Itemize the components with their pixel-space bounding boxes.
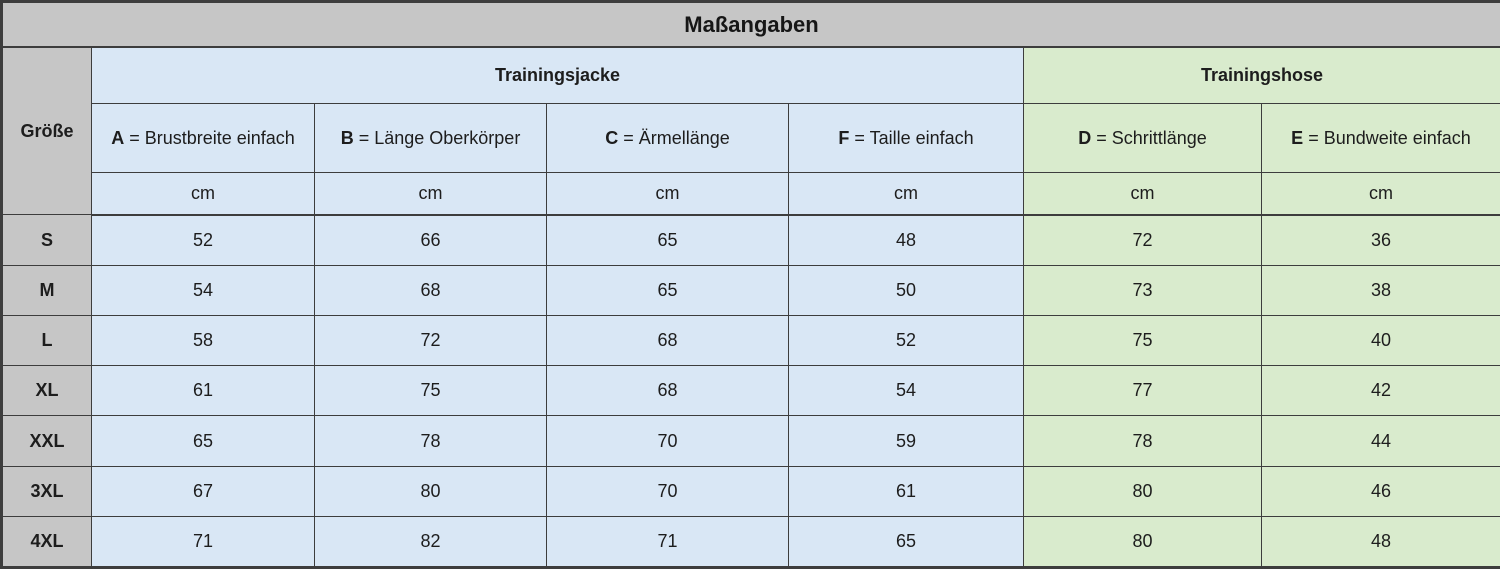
size-cell: M [1,265,92,317]
unit-cell: cm [788,171,1024,216]
table-row-m: M 54 68 65 50 73 38 [1,265,1500,317]
value-cell: 44 [1261,415,1500,467]
value-cell: 82 [314,515,547,569]
size-column-header: Größe [1,46,92,216]
chart-title: Maßangaben [1,1,1500,49]
value-cell: 80 [314,465,547,517]
size-cell: XL [1,365,92,417]
value-cell: 77 [1023,365,1262,417]
unit-row: cm cm cm cm cm cm [2,171,1500,216]
value-cell: 72 [1023,214,1262,267]
measure-label-c: C = Ärmellänge [546,103,789,173]
value-cell: 68 [314,265,547,317]
measure-letter-a: A [111,127,125,148]
value-cell: 50 [788,265,1024,317]
value-cell: 75 [314,365,547,417]
value-cell: 71 [91,515,315,569]
measure-name-b: = Länge Oberkörper [358,127,521,148]
value-cell: 68 [546,315,789,367]
value-cell: 73 [1023,265,1262,317]
value-cell: 38 [1261,265,1500,317]
value-cell: 59 [788,415,1024,467]
group-header-row: Größe Trainingsjacke Trainingshose [1,46,1500,216]
value-cell: 48 [788,214,1024,267]
unit-cell: cm [314,171,547,216]
measure-name-a: = Brustbreite einfach [129,127,295,148]
value-cell: 78 [314,415,547,467]
measure-letter-d: D [1078,127,1092,148]
value-cell: 42 [1261,365,1500,417]
measure-label-a: A = Brustbreite einfach [91,103,315,173]
value-cell: 65 [91,415,315,467]
value-cell: 40 [1261,315,1500,367]
measure-letter-f: F [838,127,850,148]
value-cell: 67 [91,465,315,517]
group-header-trainingsjacke: Trainingsjacke [91,46,1024,105]
value-cell: 52 [788,315,1024,367]
measure-label-row: A = Brustbreite einfach B = Länge Oberkö… [2,103,1500,173]
unit-cell: cm [91,171,315,216]
measure-label-e: E = Bundweite einfach [1261,103,1500,173]
measure-letter-c: C [605,127,619,148]
value-cell: 66 [314,214,547,267]
value-cell: 80 [1023,515,1262,569]
size-cell: 4XL [1,515,92,569]
unit-cell: cm [1023,171,1262,216]
table-row-l: L 58 72 68 52 75 40 [1,315,1500,367]
value-cell: 65 [546,265,789,317]
value-cell: 54 [91,265,315,317]
value-cell: 68 [546,365,789,417]
measure-label-d: D = Schrittlänge [1023,103,1262,173]
value-cell: 36 [1261,214,1500,267]
value-cell: 80 [1023,465,1262,517]
table-row-xxl: XXL 65 78 70 59 78 44 [1,415,1500,467]
unit-cell: cm [1261,171,1500,216]
value-cell: 70 [546,415,789,467]
table-row-3xl: 3XL 67 80 70 61 80 46 [1,465,1500,517]
table-row-s: S 52 66 65 48 72 36 [1,214,1500,267]
measure-name-d: = Schrittlänge [1096,127,1207,148]
table-row-xl: XL 61 75 68 54 77 42 [1,365,1500,417]
value-cell: 61 [91,365,315,417]
size-cell: S [1,214,92,267]
measure-label-b: B = Länge Oberkörper [314,103,547,173]
value-cell: 61 [788,465,1024,517]
value-cell: 71 [546,515,789,569]
measure-name-f: = Taille einfach [854,127,974,148]
value-cell: 48 [1261,515,1500,569]
value-cell: 46 [1261,465,1500,517]
measure-letter-b: B [340,127,354,148]
measure-letter-e: E [1291,127,1304,148]
size-cell: XXL [1,415,92,467]
unit-cell: cm [546,171,789,216]
table-row-4xl: 4XL 71 82 71 65 80 48 [1,515,1500,569]
title-row: Maßangaben [1,1,1500,49]
size-cell: 3XL [1,465,92,517]
value-cell: 65 [788,515,1024,569]
value-cell: 70 [546,465,789,517]
measure-label-f: F = Taille einfach [788,103,1024,173]
value-cell: 65 [546,214,789,267]
measure-name-c: = Ärmellänge [623,127,730,148]
size-cell: L [1,315,92,367]
value-cell: 52 [91,214,315,267]
measure-name-e: = Bundweite einfach [1308,127,1471,148]
value-cell: 58 [91,315,315,367]
value-cell: 78 [1023,415,1262,467]
value-cell: 75 [1023,315,1262,367]
group-header-trainingshose: Trainingshose [1023,46,1500,105]
value-cell: 54 [788,365,1024,417]
value-cell: 72 [314,315,547,367]
